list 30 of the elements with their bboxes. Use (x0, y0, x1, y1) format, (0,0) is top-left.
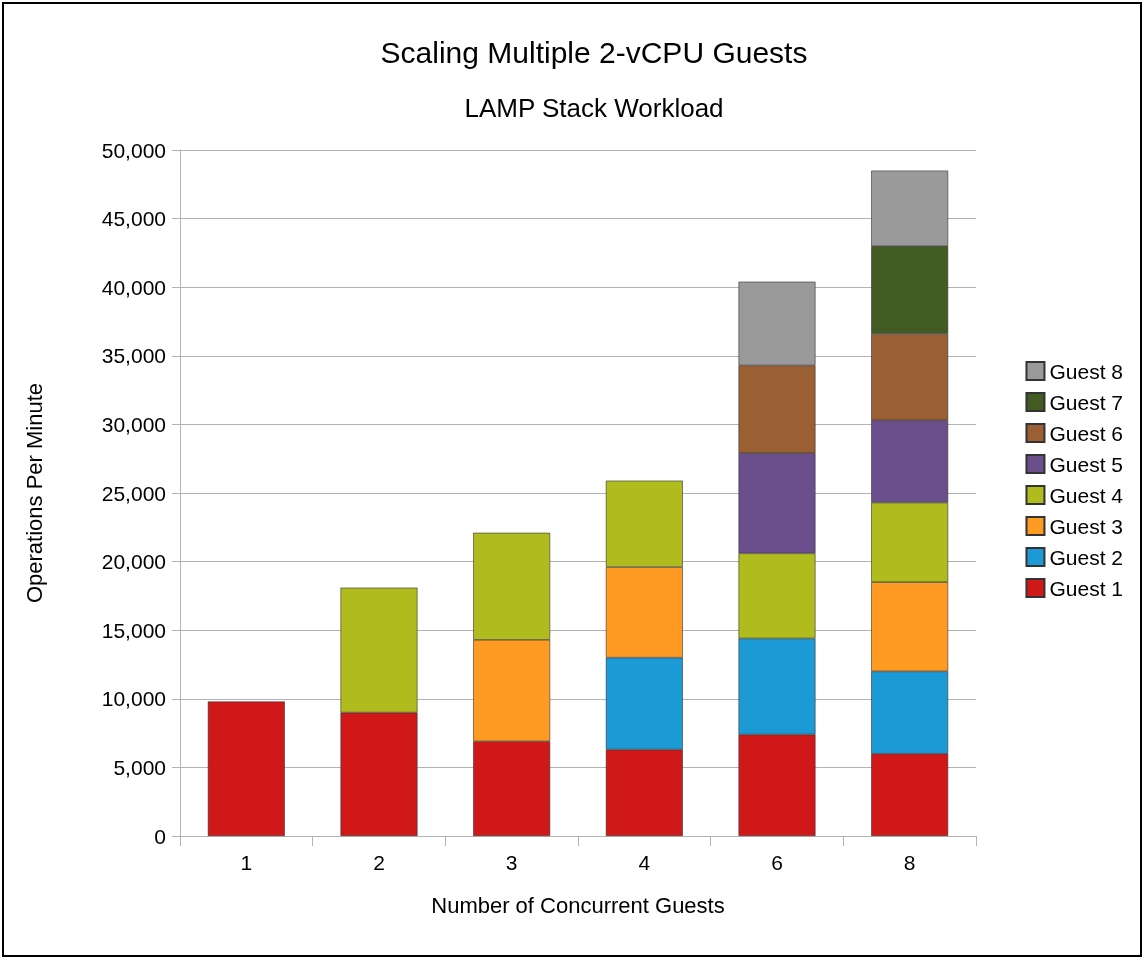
legend-label: Guest 3 (1049, 514, 1124, 538)
x-tick-label: 6 (771, 851, 783, 874)
y-tick-label: 20,000 (101, 550, 166, 574)
y-tick-label: 25,000 (101, 481, 166, 505)
chart-subtitle: LAMP Stack Workload (464, 93, 724, 123)
x-tick-label: 1 (240, 851, 253, 874)
bar (207, 701, 285, 836)
y-tick-label: 15,000 (101, 618, 166, 642)
legend-label: Guest 7 (1049, 390, 1124, 414)
x-tick-label: 2 (373, 851, 385, 874)
y-tick-label: 45,000 (101, 207, 166, 231)
legend-label: Guest 1 (1049, 576, 1124, 600)
legend-label: Guest 4 (1049, 483, 1124, 507)
x-tick-label: 8 (903, 851, 916, 874)
y-axis-title: Operations Per Minute (21, 382, 47, 604)
y-tick-label: 30,000 (101, 412, 166, 436)
legend-label: Guest 5 (1049, 452, 1124, 476)
legend-label: Guest 2 (1049, 545, 1124, 569)
y-tick-label: 35,000 (101, 344, 166, 368)
y-tick-label: 50,000 (101, 138, 166, 162)
y-tick-label: 5,000 (113, 755, 166, 779)
legend-label: Guest 6 (1049, 421, 1124, 445)
x-tick-label: 4 (638, 851, 651, 874)
legend-label: Guest 8 (1049, 359, 1124, 383)
y-tick-label: 10,000 (101, 687, 166, 711)
chart-title: Scaling Multiple 2-vCPU Guests (380, 35, 808, 69)
y-tick-label: 0 (154, 824, 166, 848)
x-tick-label: 3 (505, 851, 518, 874)
x-axis-title: Number of Concurrent Guests (431, 892, 725, 918)
y-tick-label: 40,000 (101, 275, 166, 299)
